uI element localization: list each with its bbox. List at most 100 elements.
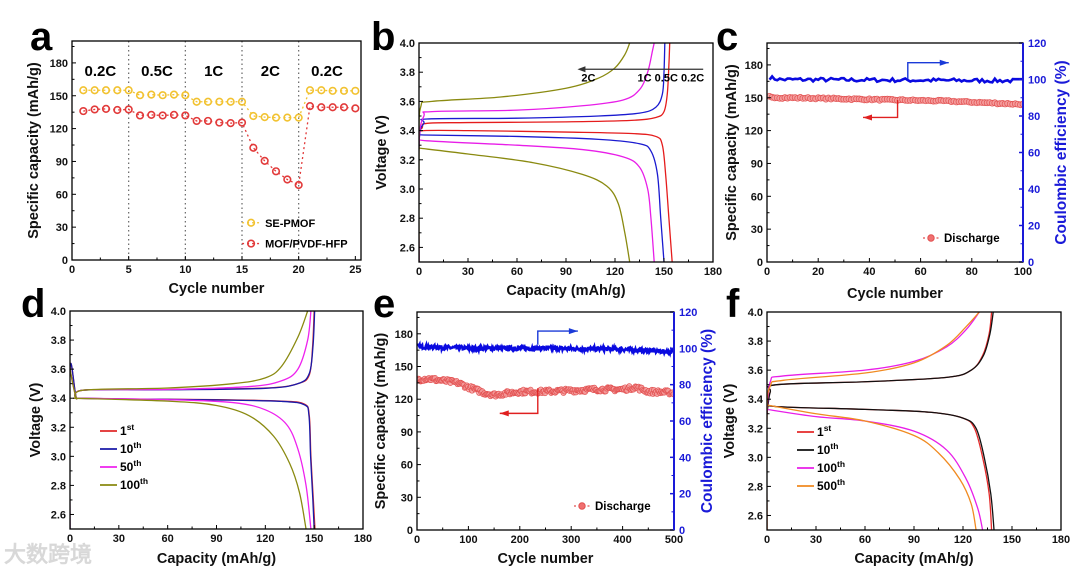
arrow-label-rates: 1C 0.5C 0.2C: [638, 72, 705, 84]
data-point: [203, 97, 213, 106]
data-point: [90, 105, 99, 114]
y-tick-label: 90: [56, 156, 68, 168]
x-tick-label: 150: [655, 266, 673, 278]
x-tick-label: 30: [810, 534, 822, 546]
legend-label: MOF/PVDF-HFP: [265, 239, 348, 251]
plot-area: [70, 311, 316, 529]
y-tick-label: 150: [745, 93, 763, 105]
y-axis-title: Voltage (V): [722, 384, 738, 459]
y2-tick-label: 40: [679, 452, 691, 464]
x-tick-label: 60: [914, 266, 926, 278]
x-tick-label: 180: [704, 266, 722, 278]
x-tick-label: 20: [812, 266, 824, 278]
x-tick-label: 300: [562, 534, 580, 546]
data-point: [317, 86, 326, 95]
x-tick-label: 150: [1003, 534, 1021, 546]
y2-tick-label: 20: [1028, 221, 1040, 233]
data-point: [135, 91, 145, 100]
discharge-curve-2C: [419, 147, 631, 262]
panel-letter: f: [726, 282, 740, 326]
rate-label: 0.2C: [311, 63, 343, 80]
plot-area: [417, 340, 674, 400]
legend-marker: [927, 234, 935, 242]
charge-curve-0.5C: [419, 43, 666, 262]
x-tick-label: 30: [113, 533, 125, 545]
panel-letter: e: [373, 282, 395, 326]
x-tick-label: 0: [764, 534, 770, 546]
plot-area: [767, 74, 1023, 109]
plot-area: [419, 43, 673, 262]
y-tick-label: 2.8: [400, 213, 415, 225]
x-axis-title: Cycle number: [498, 551, 594, 567]
data-point: [237, 118, 247, 127]
data-point: [328, 103, 337, 112]
y-tick-label: 60: [56, 189, 68, 201]
data-point: [260, 156, 269, 166]
arrow-label-2c: 2C: [581, 72, 595, 84]
y-tick-label: 150: [395, 362, 413, 374]
data-point: [203, 116, 213, 126]
y-tick-label: 180: [745, 60, 763, 72]
x-tick-label: 180: [354, 533, 372, 545]
data-point: [169, 110, 179, 120]
data-point: [294, 180, 303, 190]
data-point: [158, 91, 167, 100]
y2-tick-label: 120: [1028, 38, 1046, 50]
x-tick-label: 120: [606, 266, 624, 278]
y-tick-label: 2.6: [400, 242, 415, 254]
legend-label-suffix: st: [824, 423, 832, 433]
discharge-curve-1C: [419, 137, 655, 262]
discharge-curve-50: [73, 397, 312, 529]
data-point: [249, 111, 258, 121]
data-point: [192, 116, 201, 126]
discharge-curve-0.5C: [419, 132, 665, 262]
coulombic-efficiency-line: [417, 340, 674, 358]
x-axis-title: Capacity (mAh/g): [506, 283, 625, 299]
x-tick-label: 0: [416, 266, 422, 278]
legend-label-number: 50: [120, 460, 134, 474]
legend-marker: [246, 239, 256, 248]
legend-label: SE-PMOF: [265, 218, 315, 230]
y-tick-label: 180: [395, 329, 413, 341]
plot-frame: [69, 310, 364, 530]
panel-letter: d: [21, 282, 45, 326]
capacity-axis-arrow: [863, 99, 899, 119]
data-point: [181, 91, 190, 100]
legend-label-suffix: th: [830, 441, 838, 451]
y-tick-label: 3.8: [51, 335, 66, 347]
data-point: [317, 103, 326, 112]
y-tick-label: 4.0: [748, 307, 763, 319]
y-tick-label: 3.8: [748, 336, 763, 348]
discharge-curve-10: [767, 401, 995, 530]
x-tick-label: 200: [511, 534, 529, 546]
y-tick-label: 3.0: [51, 451, 66, 463]
x-axis-title: Cycle number: [847, 286, 943, 302]
y-tick-label: 2.6: [51, 509, 66, 521]
data-point: [328, 86, 337, 95]
y-tick-label: 180: [50, 58, 68, 70]
rate-label: 0.5C: [141, 63, 173, 80]
data-point: [101, 104, 111, 113]
y-tick-label: 90: [751, 158, 763, 170]
y-axis-title: Voltage (V): [28, 383, 44, 458]
legend-label: 100th: [817, 459, 845, 475]
data-point: [226, 97, 235, 106]
x-tick-label: 150: [305, 533, 323, 545]
rate-label: 1C: [204, 63, 223, 80]
y-tick-label: 3.4: [748, 394, 764, 406]
x-tick-label: 400: [613, 534, 631, 546]
rate-label: 2C: [261, 63, 280, 80]
y-axis-title: Specific capacity (mAh/g): [724, 64, 740, 241]
data-point: [113, 86, 122, 95]
data-point: [305, 86, 315, 95]
legend-label-number: 10: [120, 442, 134, 456]
data-point: [260, 113, 269, 122]
y2-tick-label: 0: [1028, 257, 1034, 269]
data-point: [339, 86, 349, 95]
data-point: [101, 86, 111, 95]
legend-label-number: 100: [120, 478, 140, 492]
data-point: [283, 113, 292, 122]
ce-axis-arrow: [537, 330, 578, 345]
data-point: [271, 113, 281, 122]
plot-area: [767, 312, 995, 530]
